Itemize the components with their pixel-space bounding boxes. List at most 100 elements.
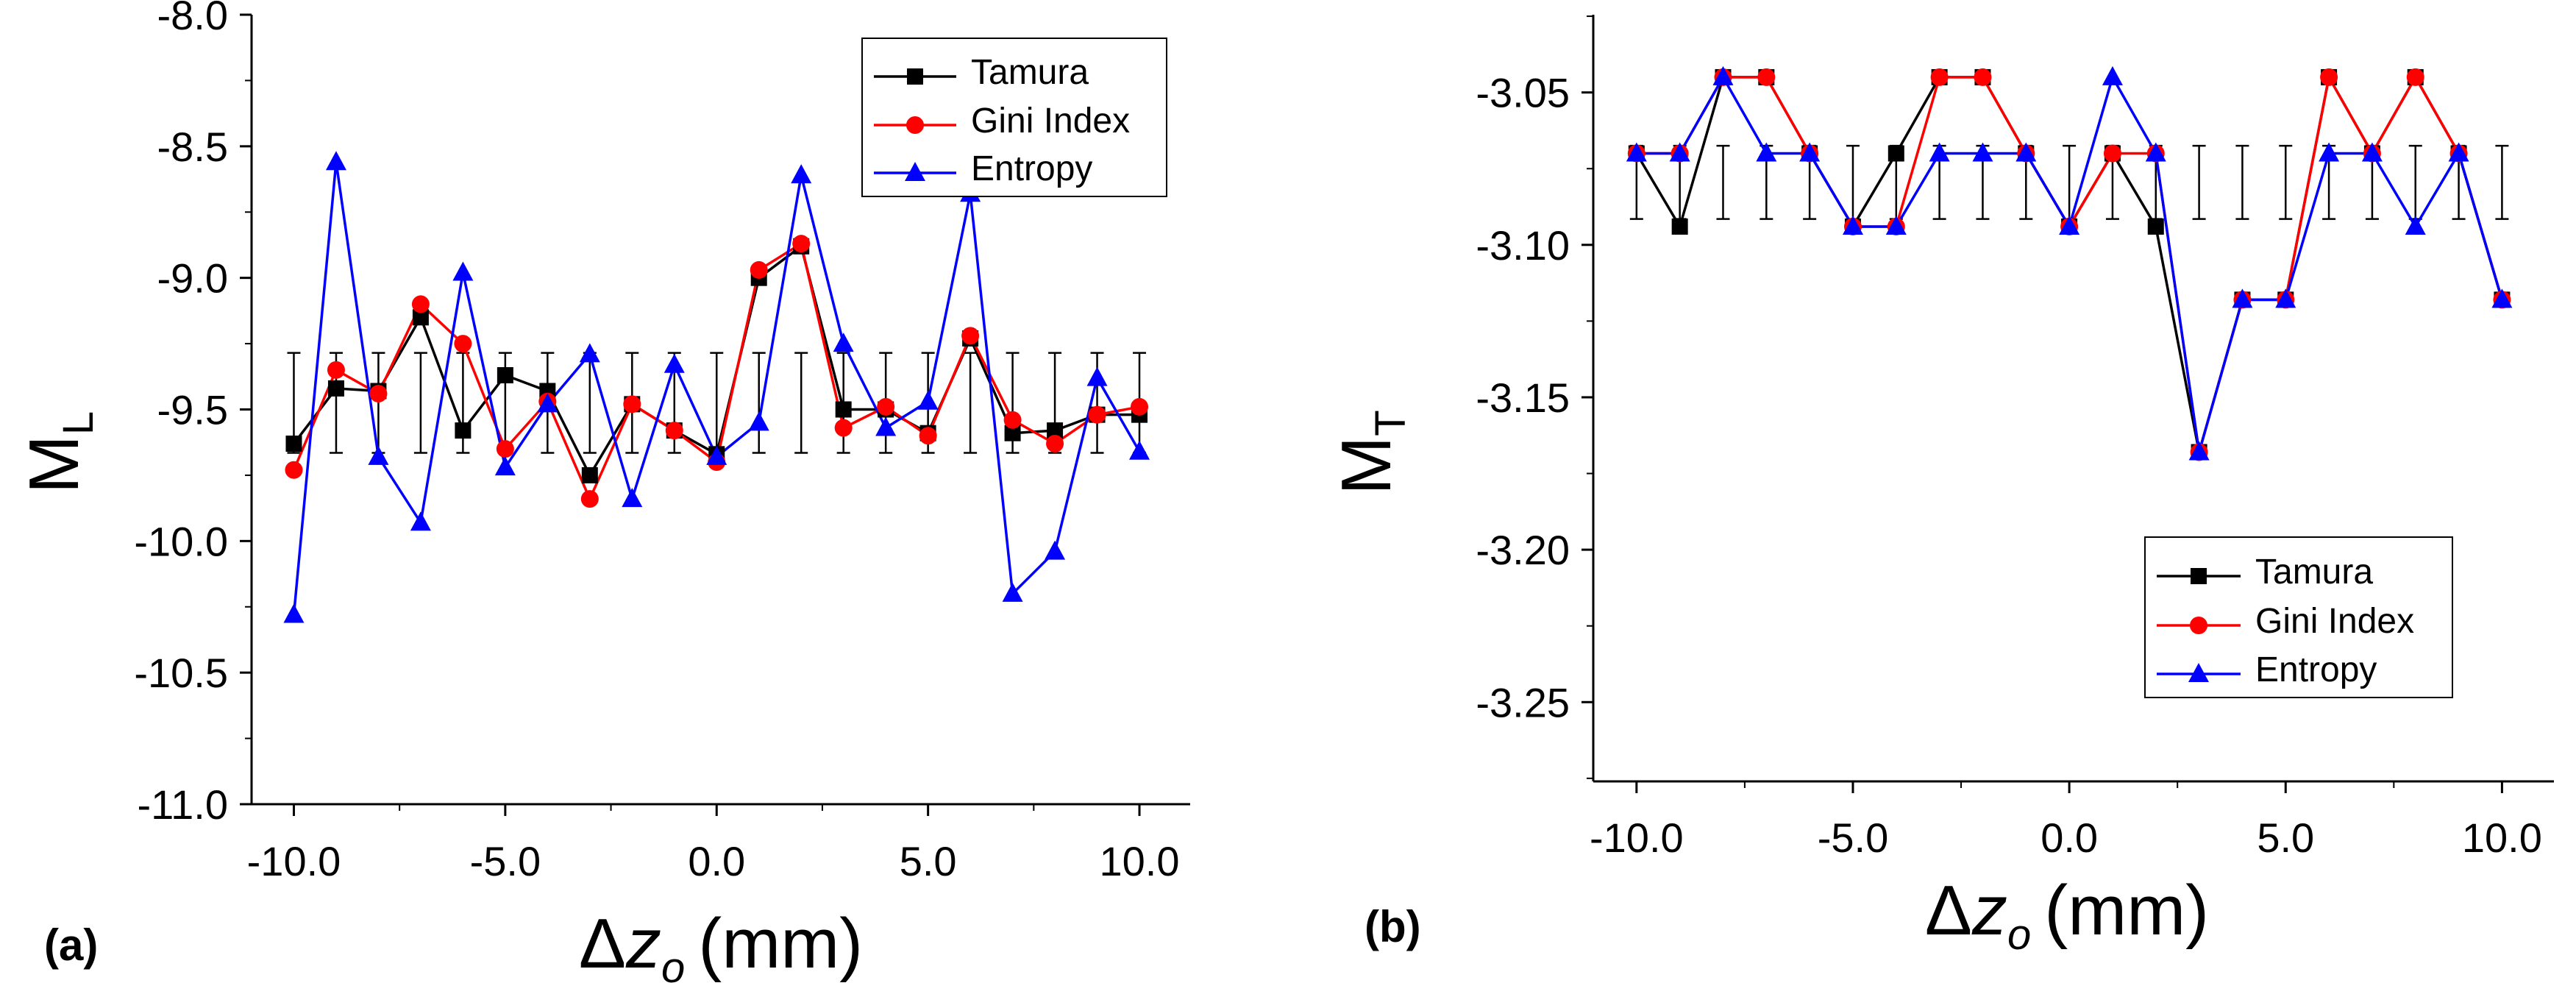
b-point-entropy	[1626, 142, 1647, 162]
a-point-gini-index	[1088, 405, 1106, 424]
b-point-entropy	[2361, 142, 2383, 162]
b-point-entropy	[2275, 288, 2296, 308]
a-point-gini-index	[285, 461, 303, 479]
a-x-tick-label: 10.0	[1100, 838, 1180, 884]
a-x-tick-label: 0.0	[688, 838, 745, 884]
b-point-tamura	[2147, 218, 2164, 235]
a-point-tamura	[1047, 422, 1064, 439]
a-point-entropy	[875, 416, 897, 436]
a-y-tick-label: -10.5	[134, 650, 228, 696]
b-tick-labels: -3.05 -3.10 -3.15 -3.20 -3.25 -10.0 -5.0 0.0 5.0…	[1476, 70, 2542, 861]
a-point-entropy	[452, 261, 474, 281]
a-y-axis-title: ML	[15, 411, 102, 494]
b-point-gini-index	[1757, 68, 1776, 86]
a-point-gini-index	[327, 361, 345, 379]
a-y-tick-label: -8.5	[157, 124, 229, 170]
a-point-entropy	[917, 390, 939, 410]
a-point-entropy	[791, 164, 812, 184]
a-point-entropy	[537, 393, 558, 413]
a-axes	[240, 13, 1190, 816]
a-point-tamura	[285, 435, 302, 452]
panel-a: -8.0 -8.5 -9.0 -9.5 -10.0 -10.5 -11.0 -10.0 -5.0…	[15, 0, 1190, 992]
a-y-tick-label: -9.0	[157, 255, 229, 302]
a-point-gini-index	[1131, 397, 1149, 416]
a-legend-marks	[874, 68, 956, 181]
b-legend-marker-tamura	[2191, 568, 2207, 584]
a-point-gini-index	[919, 427, 937, 445]
b-point-entropy	[2102, 65, 2123, 85]
b-point-entropy	[1669, 142, 1690, 162]
a-y-tick-label: -9.5	[157, 387, 229, 433]
b-series-line-entropy	[1636, 74, 2504, 453]
b-point-entropy	[1712, 65, 1734, 85]
b-y-tick-label: -3.20	[1476, 527, 1570, 573]
b-x-tick-label: 5.0	[2257, 814, 2314, 861]
b-y-tick-label: -3.05	[1476, 70, 1570, 116]
b-point-gini-index	[2103, 144, 2121, 163]
b-x-axis-title: Δzo (mm)	[1925, 871, 2209, 959]
b-point-entropy	[2405, 215, 2426, 235]
a-x-tick-label: 5.0	[900, 838, 957, 884]
b-point-entropy	[1842, 215, 1863, 235]
b-legend-marker-gini-index	[2190, 617, 2207, 634]
b-legend-marks	[2157, 568, 2241, 682]
b-x-tick-label: -5.0	[1818, 814, 1889, 861]
b-x-tick-label: -10.0	[1590, 814, 1684, 861]
a-point-entropy	[1129, 440, 1150, 460]
a-legend-marker-tamura	[907, 68, 923, 85]
b-point-entropy	[2491, 288, 2513, 308]
b-y-axis-title: MT	[1327, 410, 1415, 494]
panel-b: -3.05 -3.10 -3.15 -3.20 -3.25 -10.0 -5.0 0.0 5.0…	[1327, 15, 2554, 959]
b-x-tick-label: 0.0	[2040, 814, 2098, 861]
b-series-lines	[1626, 65, 2513, 461]
b-y-tick-label: -3.10	[1476, 222, 1570, 269]
a-point-gini-index	[454, 335, 472, 353]
a-point-gini-index	[665, 422, 683, 440]
a-point-gini-index	[1003, 411, 1022, 429]
b-axes	[1581, 15, 2554, 793]
b-point-entropy	[2145, 142, 2166, 162]
b-y-tick-label: -3.25	[1476, 679, 1570, 725]
a-point-gini-index	[496, 440, 514, 458]
a-legend-marker-entropy	[905, 162, 925, 181]
a-point-entropy	[1086, 366, 1108, 386]
b-point-entropy	[1885, 215, 1907, 235]
b-legend-label-gini: Gini Index	[2255, 602, 2414, 641]
b-point-entropy	[2232, 288, 2253, 308]
a-point-gini-index	[792, 235, 811, 253]
a-point-gini-index	[411, 295, 430, 313]
a-point-tamura	[327, 380, 344, 397]
b-point-entropy	[2188, 441, 2210, 461]
a-point-gini-index	[369, 385, 388, 403]
a-point-tamura	[835, 401, 852, 418]
a-point-tamura	[581, 466, 598, 483]
a-legend-label-tamura: Tamura	[971, 53, 1089, 92]
b-point-entropy	[1799, 142, 1821, 162]
a-point-entropy	[325, 151, 346, 171]
a-legend-label-entropy: Entropy	[971, 149, 1092, 188]
b-legend: Tamura Gini Index Entropy	[2144, 536, 2453, 698]
a-tick-labels: -8.0 -8.5 -9.0 -9.5 -10.0 -10.5 -11.0 -10.0 -5.0…	[134, 0, 1179, 884]
b-series-line-gini-index	[1636, 73, 2504, 453]
b-point-entropy	[1929, 142, 1950, 162]
a-point-gini-index	[1046, 434, 1064, 452]
a-point-tamura	[1004, 425, 1021, 441]
b-point-entropy	[2015, 142, 2037, 162]
a-point-entropy	[706, 445, 727, 465]
a-panel-label: (a)	[44, 920, 98, 970]
a-series-lines	[283, 151, 1150, 623]
a-point-tamura	[497, 367, 513, 384]
b-panel-label: (b)	[1365, 902, 1421, 951]
a-y-tick-label: -8.0	[157, 0, 229, 38]
a-point-gini-index	[623, 395, 641, 414]
b-x-tick-label: 10.0	[2462, 814, 2542, 861]
b-point-entropy	[2448, 142, 2469, 162]
a-y-tick-label: -10.0	[134, 518, 228, 564]
a-point-entropy	[1045, 540, 1066, 560]
b-point-gini-index	[2406, 68, 2424, 86]
b-legend-marker-entropy	[2188, 663, 2209, 682]
b-point-entropy	[2319, 142, 2340, 162]
a-point-entropy	[368, 445, 389, 465]
b-point-tamura	[1887, 145, 1904, 162]
a-point-entropy	[283, 603, 305, 623]
